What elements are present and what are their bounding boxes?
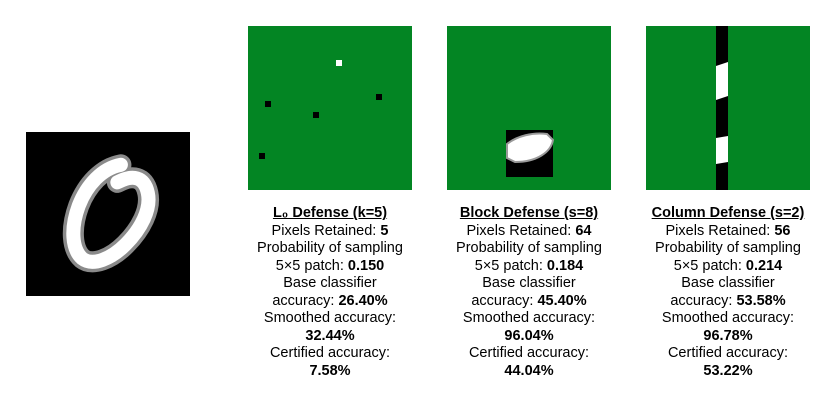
accuracy-label: accuracy: (272, 292, 339, 309)
digit-stroke-in-column (716, 136, 728, 164)
certified-accuracy-label: Certified accuracy: (468, 345, 590, 361)
pixels-retained-label: Pixels Retained: (665, 222, 775, 239)
column-defense-mask-image (646, 26, 810, 190)
patch-label: 5×5 patch: (673, 257, 746, 274)
retained-pixel (376, 94, 382, 100)
pixels-retained-value: 56 (774, 222, 791, 239)
retained-pixel (265, 101, 271, 107)
certified-accuracy-label: Certified accuracy: (269, 345, 391, 361)
probability-label: Probability of sampling (257, 240, 403, 256)
probability-value: 0.214 (745, 257, 783, 274)
retained-pixel (313, 112, 319, 118)
pixels-retained-value: 64 (575, 222, 592, 239)
pixels-retained-label: Pixels Retained: (466, 222, 576, 239)
smoothed-accuracy-label: Smoothed accuracy: (263, 310, 397, 326)
block-defense-mask-image (447, 26, 611, 190)
probability-value: 0.184 (546, 257, 584, 274)
base-classifier-label: Base classifier (482, 275, 576, 291)
pixels-retained-value: 5 (380, 222, 389, 239)
probability-label: Probability of sampling (655, 240, 801, 256)
probability-value: 0.150 (347, 257, 385, 274)
pixels-retained-label: Pixels Retained: (271, 222, 381, 239)
smoothed-accuracy-label: Smoothed accuracy: (462, 310, 596, 326)
smoothed-accuracy-label: Smoothed accuracy: (661, 310, 795, 326)
smoothed-accuracy-value: 32.44% (305, 327, 355, 344)
accuracy-label: accuracy: (670, 292, 737, 309)
probability-label: Probability of sampling (456, 240, 602, 256)
column-defense-caption: Column Defense (s=2) Pixels Retained: 56… (628, 205, 821, 380)
retained-column (716, 26, 728, 190)
base-classifier-label: Base classifier (681, 275, 775, 291)
certified-accuracy-value: 44.04% (504, 362, 554, 379)
retained-pixel (259, 153, 265, 159)
digit-stroke-in-column (716, 62, 728, 100)
patch-label: 5×5 patch: (474, 257, 547, 274)
certified-accuracy-value: 7.58% (309, 362, 351, 379)
block-defense-caption: Block Defense (s=8) Pixels Retained: 64 … (429, 205, 629, 380)
l0-defense-caption: L₀ Defense (k=5) Pixels Retained: 5 Prob… (230, 205, 430, 380)
panel-title: Column Defense (s=2) (651, 205, 805, 221)
panel-title: Block Defense (s=8) (459, 205, 599, 221)
certified-accuracy-label: Certified accuracy: (667, 345, 789, 361)
panel-title: L₀ Defense (k=5) (272, 205, 388, 221)
base-accuracy-value: 26.40% (338, 292, 388, 309)
smoothed-accuracy-value: 96.78% (703, 327, 753, 344)
base-accuracy-value: 45.40% (537, 292, 587, 309)
l0-defense-mask-image (248, 26, 412, 190)
certified-accuracy-value: 53.22% (703, 362, 753, 379)
base-accuracy-value: 53.58% (736, 292, 786, 309)
patch-label: 5×5 patch: (275, 257, 348, 274)
mnist-digit-image (26, 132, 190, 296)
base-classifier-label: Base classifier (283, 275, 377, 291)
retained-pixel (336, 60, 342, 66)
accuracy-label: accuracy: (471, 292, 538, 309)
smoothed-accuracy-value: 96.04% (504, 327, 554, 344)
